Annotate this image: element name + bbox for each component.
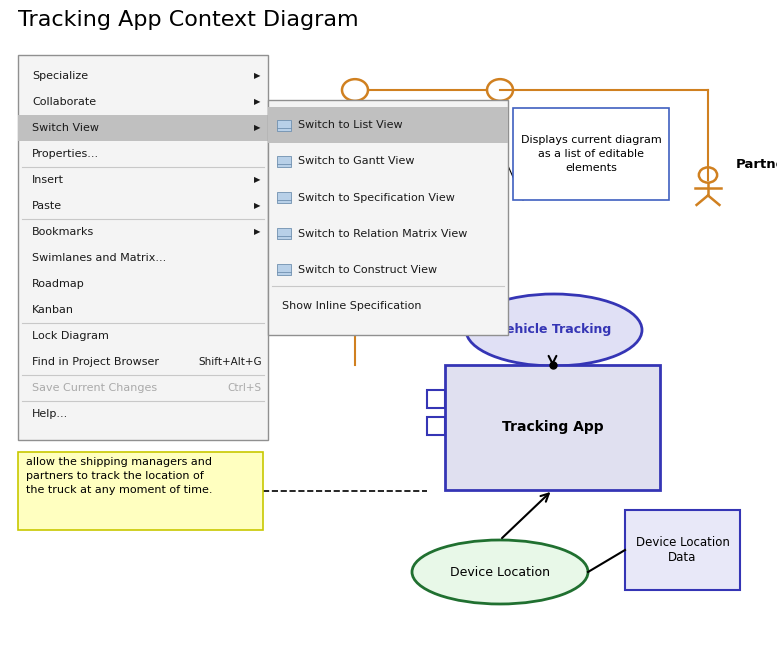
- Bar: [513, 108, 669, 200]
- Bar: [277, 228, 291, 239]
- Text: Switch to Gantt View: Switch to Gantt View: [298, 156, 414, 167]
- Bar: [427, 390, 445, 408]
- Text: allow the shipping managers and
partners to track the location of
the truck at a: allow the shipping managers and partners…: [26, 457, 212, 495]
- Text: Properties...: Properties...: [32, 149, 99, 159]
- Text: Swimlanes and Matrix...: Swimlanes and Matrix...: [32, 253, 166, 263]
- Bar: [277, 120, 291, 131]
- Ellipse shape: [412, 540, 588, 604]
- Text: Ctrl+S: Ctrl+S: [228, 383, 262, 393]
- Text: Device Location
Data: Device Location Data: [636, 536, 730, 564]
- Bar: [277, 192, 291, 203]
- Text: Tracking App Context Diagram: Tracking App Context Diagram: [18, 10, 359, 30]
- Text: Kanban: Kanban: [32, 305, 74, 315]
- Text: Roadmap: Roadmap: [32, 279, 85, 289]
- Bar: [268, 100, 508, 335]
- Text: ▶: ▶: [253, 71, 260, 80]
- Bar: [277, 156, 291, 167]
- Text: Switch to Specification View: Switch to Specification View: [298, 192, 455, 203]
- Bar: [18, 115, 268, 141]
- Text: Switch View: Switch View: [32, 123, 99, 133]
- Bar: [18, 452, 263, 530]
- Text: Switch to Relation Matrix View: Switch to Relation Matrix View: [298, 229, 468, 238]
- Text: ▶: ▶: [253, 202, 260, 211]
- Text: ▶: ▶: [253, 176, 260, 185]
- Text: Bookmarks: Bookmarks: [32, 227, 94, 237]
- Text: Switch to List View: Switch to List View: [298, 121, 402, 130]
- Text: Find in Project Browser: Find in Project Browser: [32, 357, 159, 367]
- Bar: [445, 365, 660, 490]
- Text: Partner: Partner: [736, 159, 777, 172]
- Bar: [427, 417, 445, 435]
- Bar: [268, 107, 508, 143]
- Bar: [18, 55, 268, 440]
- Text: ▶: ▶: [253, 227, 260, 237]
- Text: Help...: Help...: [32, 409, 68, 419]
- Text: Show Inline Specification: Show Inline Specification: [282, 301, 421, 311]
- Text: ▶: ▶: [253, 123, 260, 132]
- Bar: [625, 510, 740, 590]
- Ellipse shape: [466, 294, 642, 366]
- Bar: [277, 264, 291, 275]
- Text: Insert: Insert: [32, 175, 64, 185]
- Text: Lock Diagram: Lock Diagram: [32, 331, 109, 341]
- Text: ▶: ▶: [253, 97, 260, 106]
- Text: Specialize: Specialize: [32, 71, 88, 81]
- Text: Collaborate: Collaborate: [32, 97, 96, 107]
- Text: Save Current Changes: Save Current Changes: [32, 383, 157, 393]
- Text: Shift+Alt+G: Shift+Alt+G: [198, 357, 262, 367]
- Text: Tracking App: Tracking App: [502, 421, 603, 435]
- Text: Device Location: Device Location: [450, 566, 550, 579]
- Text: Paste: Paste: [32, 201, 62, 211]
- Text: Vehicle Tracking: Vehicle Tracking: [497, 323, 611, 336]
- Text: Displays current diagram
as a list of editable
elements: Displays current diagram as a list of ed…: [521, 135, 661, 173]
- Text: Switch to Construct View: Switch to Construct View: [298, 265, 437, 275]
